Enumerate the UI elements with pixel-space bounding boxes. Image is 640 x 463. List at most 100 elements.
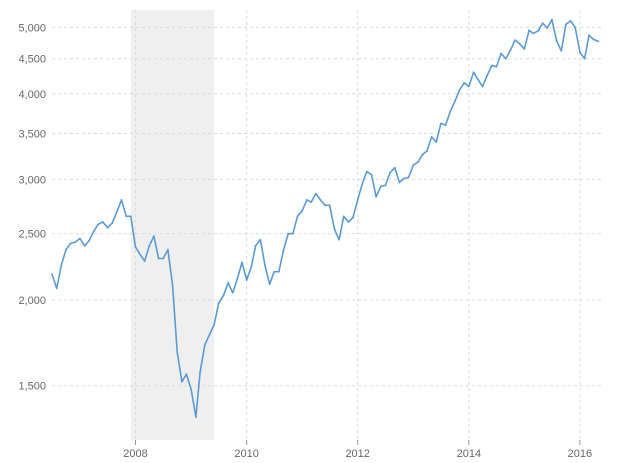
- data-point: [264, 264, 266, 266]
- data-point: [65, 248, 67, 251]
- data-point: [231, 291, 234, 294]
- data-point: [310, 201, 313, 203]
- y-tick-label: 5,000: [18, 22, 46, 34]
- data-point: [185, 373, 188, 375]
- data-point: [301, 209, 304, 212]
- data-point: [458, 89, 461, 91]
- data-point: [268, 283, 271, 286]
- data-point: [361, 182, 364, 185]
- data-point: [588, 34, 590, 37]
- data-point: [560, 49, 563, 52]
- data-point: [148, 244, 151, 247]
- x-axis-ticks: 2008 2010 2012 2014 2016: [123, 440, 592, 460]
- data-point: [439, 122, 442, 125]
- data-point: [574, 26, 577, 29]
- data-point: [328, 204, 331, 207]
- data-point: [143, 260, 146, 262]
- x-tick-label: 2010: [234, 448, 258, 460]
- data-point: [227, 281, 230, 284]
- data-point: [403, 177, 405, 180]
- data-point: [532, 32, 535, 35]
- recession-band-layer: [130, 10, 215, 440]
- data-point: [176, 351, 179, 353]
- data-point: [157, 257, 160, 260]
- x-tick-label: 2014: [457, 448, 481, 460]
- data-point: [287, 232, 290, 235]
- data-point: [79, 237, 81, 240]
- data-point: [166, 248, 169, 251]
- data-point: [296, 215, 299, 218]
- data-point: [430, 136, 433, 138]
- data-point: [347, 221, 350, 223]
- data-point: [116, 210, 118, 213]
- data-point: [500, 52, 503, 55]
- data-point: [152, 235, 155, 237]
- data-point: [412, 163, 415, 166]
- data-point: [241, 261, 243, 264]
- data-point: [74, 241, 77, 244]
- data-point: [444, 124, 447, 127]
- y-tick-label: 4,000: [18, 89, 46, 101]
- data-point: [426, 150, 428, 152]
- data-point: [384, 184, 387, 187]
- data-point: [245, 279, 248, 281]
- data-point: [555, 39, 558, 42]
- data-point: [55, 287, 58, 290]
- data-point: [449, 110, 452, 113]
- x-tick-label: 2016: [568, 448, 592, 460]
- data-point: [583, 57, 586, 60]
- data-point: [486, 74, 489, 77]
- data-point: [305, 199, 308, 201]
- data-point: [352, 216, 354, 219]
- data-point: [467, 85, 470, 88]
- data-point: [578, 51, 581, 54]
- y-tick-label: 2,500: [18, 229, 46, 241]
- data-point: [111, 222, 114, 225]
- data-point: [125, 215, 128, 218]
- gridlines: [52, 10, 603, 440]
- data-point: [236, 277, 239, 280]
- data-point: [83, 244, 86, 247]
- y-tick-label: 3,500: [18, 129, 46, 141]
- data-point: [319, 199, 322, 201]
- data-point: [537, 30, 539, 32]
- data-point: [356, 199, 359, 201]
- data-point: [282, 248, 285, 251]
- data-point: [278, 270, 280, 273]
- data-point: [393, 166, 396, 169]
- data-point: [259, 238, 262, 241]
- data-point: [365, 170, 368, 173]
- data-point: [60, 264, 63, 266]
- data-point: [463, 81, 466, 84]
- data-point: [129, 215, 132, 218]
- data-point: [222, 294, 225, 297]
- data-point: [102, 221, 104, 223]
- y-tick-label: 3,000: [18, 174, 46, 186]
- y-tick-label: 2,000: [18, 295, 46, 307]
- data-point: [518, 42, 521, 45]
- data-point: [273, 270, 276, 273]
- data-point: [213, 324, 216, 326]
- data-point: [120, 199, 123, 201]
- data-point: [97, 223, 100, 226]
- data-point: [51, 273, 53, 276]
- data-point: [495, 65, 498, 68]
- data-point: [250, 265, 253, 268]
- data-point: [69, 242, 72, 245]
- data-point: [292, 232, 294, 235]
- data-point: [134, 246, 137, 248]
- series-line-layer: [51, 18, 600, 418]
- data-point: [597, 40, 600, 43]
- data-point: [407, 176, 410, 179]
- data-point: [88, 240, 90, 242]
- data-point: [190, 388, 193, 391]
- data-point: [514, 39, 516, 42]
- data-point: [92, 230, 95, 233]
- data-point: [375, 195, 377, 198]
- y-tick-label: 4,500: [18, 54, 46, 66]
- data-point: [139, 253, 142, 256]
- data-point: [569, 19, 572, 22]
- data-point: [550, 18, 553, 21]
- y-axis-ticks: 1,500 2,000 2,500 3,000 3,500 4,000 4,500 5,000: [18, 22, 46, 392]
